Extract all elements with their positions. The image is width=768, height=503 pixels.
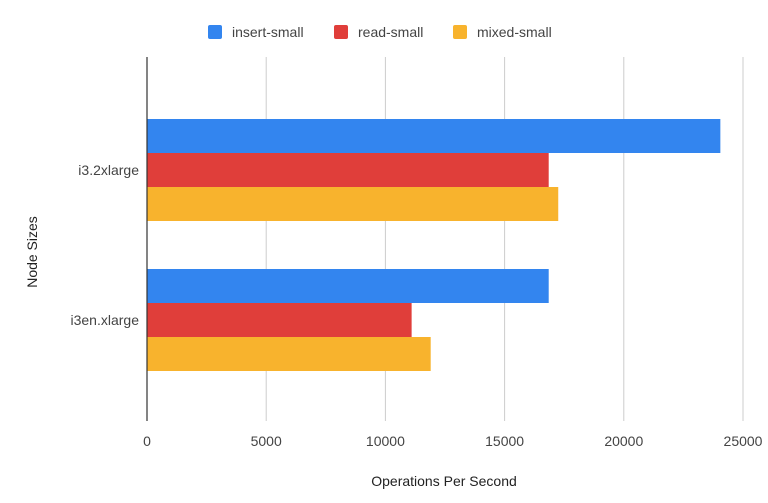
legend-swatch <box>334 25 348 39</box>
x-tick-label: 15000 <box>485 433 524 449</box>
bar-read-small-i3en-xlarge <box>147 303 412 337</box>
y-tick-label: i3.2xlarge <box>78 162 139 178</box>
legend-label: insert-small <box>232 24 304 40</box>
x-tick-label: 10000 <box>366 433 405 449</box>
y-axis-title: Node Sizes <box>24 216 40 288</box>
x-axis: 0 5000 10000 15000 20000 25000 <box>143 433 763 449</box>
legend-swatch <box>208 25 222 39</box>
x-tick-label: 0 <box>143 433 151 449</box>
bar-insert-small-i3-2xlarge <box>147 119 721 153</box>
legend-item-read-small[interactable]: read-small <box>334 24 423 40</box>
bar-mixed-small-i3-2xlarge <box>147 187 559 221</box>
legend-item-mixed-small[interactable]: mixed-small <box>453 24 552 40</box>
x-tick-label: 20000 <box>604 433 643 449</box>
legend-item-insert-small[interactable]: insert-small <box>208 24 304 40</box>
bar-insert-small-i3en-xlarge <box>147 269 549 303</box>
bars <box>147 119 721 371</box>
x-tick-label: 5000 <box>251 433 282 449</box>
legend-label: mixed-small <box>477 24 552 40</box>
legend-label: read-small <box>358 24 423 40</box>
y-axis: i3.2xlarge i3en.xlarge <box>71 57 148 421</box>
legend-swatch <box>453 25 467 39</box>
x-tick-label: 25000 <box>724 433 763 449</box>
y-tick-label: i3en.xlarge <box>71 312 140 328</box>
x-axis-title: Operations Per Second <box>371 473 517 489</box>
bar-read-small-i3-2xlarge <box>147 153 549 187</box>
legend: insert-small read-small mixed-small <box>208 24 552 40</box>
bar-mixed-small-i3en-xlarge <box>147 337 431 371</box>
